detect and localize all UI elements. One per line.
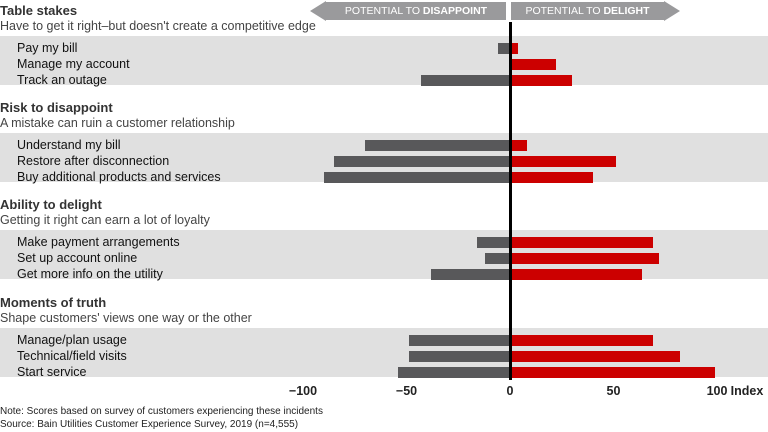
disappoint-bar <box>497 43 510 54</box>
group-subtitle: Getting it right can earn a lot of loyal… <box>0 213 210 227</box>
header-arrows <box>310 1 680 21</box>
disappoint-bar <box>408 335 510 346</box>
row-label: Make payment arrangements <box>17 235 180 249</box>
group-title: Moments of truth <box>0 295 107 310</box>
disappoint-bar <box>334 156 510 167</box>
group-band <box>0 36 768 85</box>
row-label: Pay my bill <box>17 41 78 55</box>
disappoint-bar <box>431 269 510 280</box>
x-axis-label: Index <box>730 384 764 398</box>
delight-bar <box>510 172 593 183</box>
group-title: Ability to delight <box>0 197 102 212</box>
row-label: Understand my bill <box>17 138 121 152</box>
row-label: Buy additional products and services <box>17 170 221 184</box>
note-text: Note: Scores based on survey of customer… <box>0 406 323 417</box>
disappoint-bar <box>420 75 510 86</box>
x-tick-label: 100 <box>706 384 728 398</box>
disappoint-bar <box>365 140 510 151</box>
row-label: Get more info on the utility <box>17 267 163 281</box>
delight-bar <box>510 335 653 346</box>
group-title: Table stakes <box>0 3 78 18</box>
group-title: Risk to disappoint <box>0 100 113 115</box>
source-text: Source: Bain Utilities Customer Experien… <box>0 419 299 430</box>
delight-bar <box>510 43 519 54</box>
delight-bar <box>510 237 653 248</box>
x-tick-label: −50 <box>395 384 418 398</box>
delight-bar <box>510 59 556 70</box>
x-tick-label: 0 <box>506 384 514 398</box>
zero-axis-line <box>509 22 512 380</box>
potential-to-delight-label: POTENTIAL TO DELIGHT <box>511 2 664 20</box>
delight-bar <box>510 351 680 362</box>
delight-bar <box>510 253 660 264</box>
group-subtitle: Have to get it right–but doesn't create … <box>0 19 316 33</box>
disappoint-bar <box>485 253 510 264</box>
potential-to-disappoint-label: POTENTIAL TO DISAPPOINT <box>326 2 506 20</box>
delight-bar <box>510 367 715 378</box>
delight-bar <box>510 269 643 280</box>
delight-bar <box>510 156 616 167</box>
row-label: Track an outage <box>17 73 107 87</box>
disappoint-bar <box>323 172 510 183</box>
row-label: Manage my account <box>17 57 130 71</box>
disappoint-bar <box>408 351 510 362</box>
delight-bar <box>510 140 527 151</box>
x-tick-label: −100 <box>288 384 318 398</box>
group-subtitle: Shape customers' views one way or the ot… <box>0 311 252 325</box>
delight-bar <box>510 75 573 86</box>
x-tick-label: 50 <box>606 384 621 398</box>
row-label: Manage/plan usage <box>17 333 127 347</box>
row-label: Restore after disconnection <box>17 154 170 168</box>
disappoint-bar <box>398 367 510 378</box>
group-subtitle: A mistake can ruin a customer relationsh… <box>0 116 235 130</box>
row-label: Set up account online <box>17 251 138 265</box>
disappoint-bar <box>476 237 510 248</box>
row-label: Start service <box>17 365 87 379</box>
row-label: Technical/field visits <box>17 349 127 363</box>
